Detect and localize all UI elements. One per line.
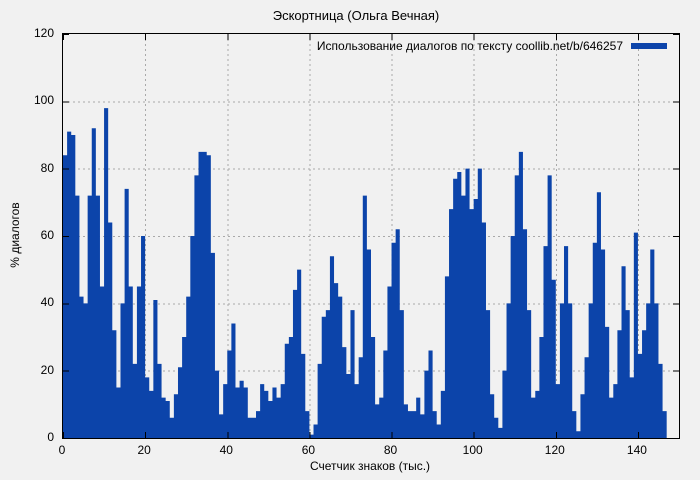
x-axis-title: Счетчик знаков (тыс.) <box>309 459 431 473</box>
plot-area: Использование диалогов по тексту coollib… <box>62 33 680 439</box>
plot-svg <box>63 34 679 438</box>
y-tick-label: 60 <box>40 228 54 242</box>
chart-title: Эскортница (Ольга Вечная) <box>272 8 440 23</box>
y-tick-label: 120 <box>33 26 54 40</box>
y-tick-label: 100 <box>33 93 54 108</box>
x-tick-label: 60 <box>301 443 316 457</box>
series-bars <box>63 108 667 438</box>
y-tick-label: 80 <box>40 160 54 175</box>
legend-swatch-icon <box>631 43 667 49</box>
x-tick-label: 140 <box>626 443 647 457</box>
x-tick-label: 120 <box>544 443 565 457</box>
x-tick-label: 80 <box>383 443 398 457</box>
x-tick-label: 0 <box>58 443 66 457</box>
y-tick-label: 0 <box>47 430 54 444</box>
legend-label: Использование диалогов по тексту coollib… <box>316 39 623 53</box>
x-tick-label: 40 <box>219 443 233 457</box>
y-tick-label: 40 <box>40 295 54 310</box>
x-tick-label: 20 <box>137 443 151 457</box>
legend: Использование диалогов по тексту coollib… <box>317 39 667 53</box>
y-tick-label: 20 <box>40 362 54 377</box>
x-tick-label: 100 <box>462 443 483 457</box>
